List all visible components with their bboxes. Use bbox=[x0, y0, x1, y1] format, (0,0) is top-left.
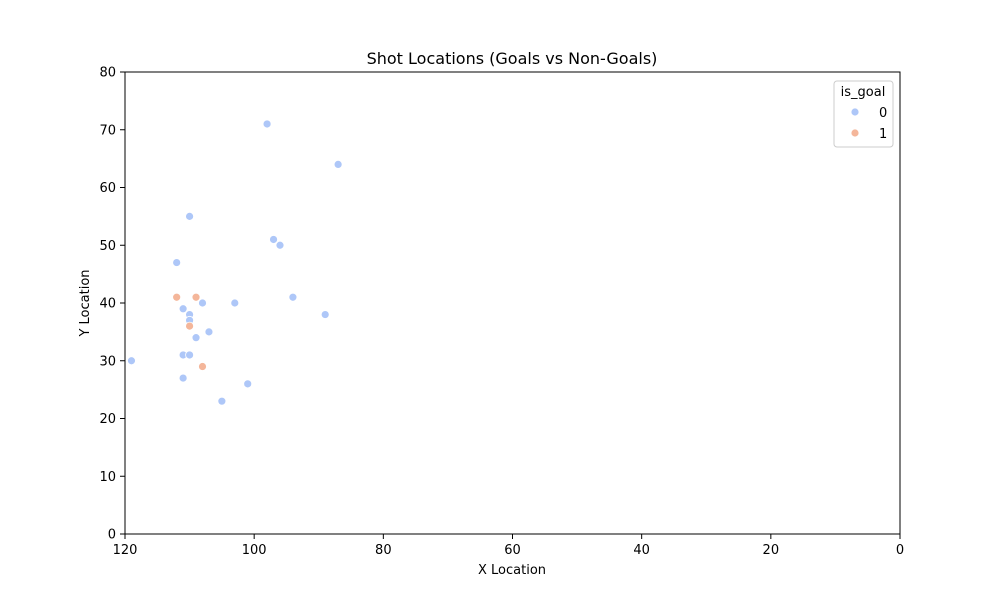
y-tick-label: 10 bbox=[99, 470, 116, 485]
scatter-point-is-goal-0 bbox=[185, 211, 194, 221]
scatter-point-is-goal-0 bbox=[243, 379, 253, 389]
y-tick-label: 50 bbox=[99, 239, 116, 254]
y-tick-label: 80 bbox=[99, 66, 116, 81]
y-tick-label: 0 bbox=[108, 528, 116, 543]
scatter-point-is-goal-1 bbox=[185, 321, 194, 331]
x-axis: 120 100 80 60 40 20 0 bbox=[113, 534, 904, 558]
data-points bbox=[127, 119, 343, 406]
scatter-point-is-goal-0 bbox=[198, 298, 207, 308]
scatter-point-is-goal-0 bbox=[178, 373, 188, 383]
scatter-point-is-goal-1 bbox=[172, 292, 182, 302]
legend-box bbox=[833, 80, 894, 148]
x-tick-label: 20 bbox=[763, 543, 780, 558]
x-tick-label: 120 bbox=[113, 543, 138, 558]
scatter-point-is-goal-0 bbox=[204, 327, 214, 337]
plot-area bbox=[124, 71, 901, 535]
y-tick-label: 30 bbox=[99, 354, 116, 369]
legend-marker bbox=[850, 107, 860, 117]
x-tick-label: 40 bbox=[633, 543, 650, 558]
scatter-point-is-goal-0 bbox=[230, 298, 240, 308]
x-tick-label: 80 bbox=[375, 543, 392, 558]
x-axis-label: X Location bbox=[478, 563, 546, 578]
legend-title: is_goal bbox=[841, 85, 886, 100]
x-tick-label: 0 bbox=[896, 543, 904, 558]
plot-frame bbox=[124, 71, 901, 535]
legend-marker bbox=[850, 128, 860, 138]
scatter-point-is-goal-1 bbox=[198, 362, 207, 371]
scatter-point-is-goal-0 bbox=[178, 304, 188, 314]
scatter-point-is-goal-0 bbox=[191, 333, 201, 343]
x-tick-label: 60 bbox=[504, 543, 521, 558]
y-tick-label: 20 bbox=[99, 412, 116, 427]
chart-title: Shot Locations (Goals vs Non-Goals) bbox=[367, 49, 658, 68]
scatter-point-is-goal-0 bbox=[172, 258, 182, 267]
y-tick-label: 60 bbox=[99, 181, 116, 196]
scatter-point-is-goal-0 bbox=[127, 356, 136, 366]
legend: is_goal 01 bbox=[833, 80, 894, 148]
y-tick-label: 40 bbox=[99, 297, 116, 312]
scatter-point-is-goal-0 bbox=[288, 292, 298, 302]
scatter-point-is-goal-0 bbox=[333, 159, 343, 169]
y-axis: 0 10 20 30 40 50 60 70 80 bbox=[99, 66, 125, 543]
scatter-point-is-goal-0 bbox=[185, 350, 194, 360]
scatter-point-is-goal-0 bbox=[275, 240, 285, 250]
legend-entries: 01 bbox=[850, 106, 887, 142]
y-tick-label: 70 bbox=[99, 123, 116, 138]
y-axis-label: Y Location bbox=[78, 269, 93, 337]
scatter-point-is-goal-0 bbox=[320, 310, 330, 319]
legend-label: 1 bbox=[879, 127, 887, 142]
x-tick-label: 100 bbox=[242, 543, 267, 558]
scatter-point-is-goal-1 bbox=[191, 292, 201, 302]
scatter-point-is-goal-0 bbox=[217, 396, 227, 406]
scatter-point-is-goal-0 bbox=[269, 235, 278, 244]
scatter-point-is-goal-0 bbox=[262, 119, 272, 129]
legend-label: 0 bbox=[879, 106, 887, 121]
